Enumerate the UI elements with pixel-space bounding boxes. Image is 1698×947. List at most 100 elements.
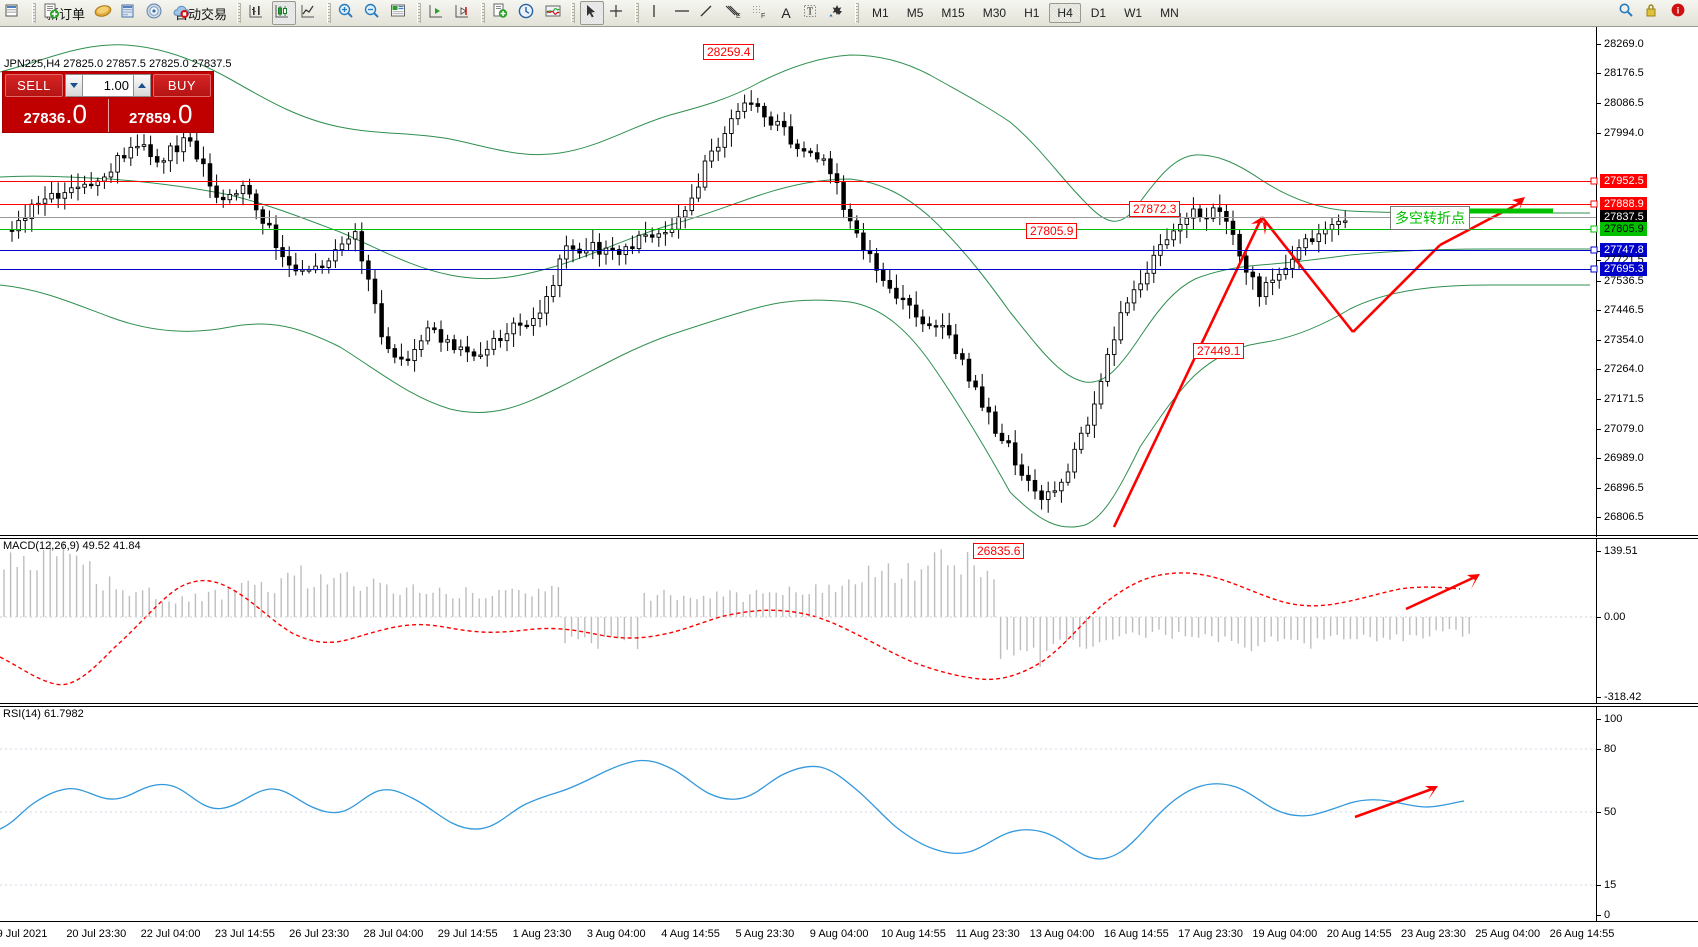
price-tick-label: 28086.5 (1604, 96, 1644, 109)
price-line-handle[interactable] (1590, 246, 1598, 254)
octp-prices: 27836.0 27859.0 (3, 99, 213, 132)
period-separator-icon[interactable] (516, 1, 540, 25)
candle-body (247, 184, 252, 195)
zoom-in-icon[interactable] (336, 1, 360, 25)
timeframe-w1[interactable]: W1 (1124, 6, 1143, 20)
svg-text:E: E (736, 13, 741, 20)
help-icon[interactable]: i (1669, 1, 1693, 25)
chart-area[interactable]: JPN225,H4 27825.0 27857.5 27825.0 27837.… (0, 27, 1698, 947)
bar-chart-icon[interactable] (246, 1, 270, 25)
rsi-tick (1596, 719, 1601, 720)
time-axis[interactable]: 9 Jul 2021 20 Jul 23:30 22 Jul 04:00 23 Jul… (0, 924, 1698, 946)
candle-body (808, 150, 813, 154)
fibonacci-icon[interactable]: E (722, 1, 746, 25)
volume-decrement-button[interactable] (65, 74, 83, 97)
support-line-27695[interactable] (0, 269, 1596, 270)
candle-body (9, 229, 15, 232)
octp-controls: SELL 1.00 BUY (3, 72, 213, 99)
timeframe-h4[interactable]: H4 (1049, 3, 1081, 23)
new-order-button[interactable]: 新订单 (41, 1, 90, 25)
chevron-down-icon[interactable] (836, 11, 843, 15)
price-label-support-27747-8[interactable]: 27747.8 (1600, 243, 1647, 257)
time-axis-label: 23 Aug 23:30 (1401, 928, 1466, 940)
annotation-label-27805-9[interactable]: 27805.9 (1026, 223, 1078, 239)
buy-button[interactable]: BUY (153, 74, 211, 97)
support-line-27747[interactable] (0, 250, 1596, 251)
vertical-line-icon[interactable] (644, 1, 668, 25)
price-label-resistance-27888-9[interactable]: 27888.9 (1600, 197, 1647, 211)
candlestick-chart-icon[interactable] (272, 1, 297, 25)
price-line-handle[interactable] (1590, 177, 1598, 185)
time-axis-label: 4 Aug 14:55 (661, 928, 720, 940)
line-chart-icon[interactable] (298, 1, 322, 25)
annotation-label-28259-4[interactable]: 28259.4 (703, 44, 755, 60)
timeframe-m30[interactable]: M30 (982, 6, 1007, 20)
candle-body (643, 234, 648, 237)
candle-body (913, 304, 919, 318)
search-icon[interactable] (1617, 1, 1641, 25)
sell-price[interactable]: 27836.0 (3, 99, 108, 132)
candle-body (326, 260, 332, 268)
pane-separator-2b (0, 706, 1698, 707)
text-label-icon[interactable]: A (781, 5, 791, 21)
data-window-icon[interactable] (118, 1, 142, 25)
buy-price[interactable]: 27859.0 (109, 99, 214, 132)
trendline-icon[interactable] (696, 1, 720, 25)
market-watch-icon[interactable] (3, 1, 27, 25)
zoom-out-icon[interactable] (362, 1, 386, 25)
price-tick (1596, 368, 1601, 370)
price-label-resistance-27952-5[interactable]: 27952.5 (1600, 174, 1647, 188)
horizontal-line-icon[interactable] (670, 1, 694, 25)
price-axis-divider-macd (1596, 539, 1597, 703)
volume-input[interactable]: 1.00 (83, 74, 133, 97)
volume-increment-button[interactable] (133, 74, 151, 97)
indicators-icon[interactable] (542, 1, 566, 25)
candle-body (1336, 220, 1341, 226)
navigator-icon[interactable] (144, 1, 168, 25)
price-label-last-27837-5[interactable]: 27837.5 (1600, 210, 1647, 224)
candle-body (1105, 354, 1110, 382)
crosshair-icon[interactable] (606, 1, 630, 25)
candle-body (1210, 207, 1216, 219)
time-axis-label: 26 Jul 23:30 (289, 928, 350, 940)
timeframe-m15[interactable]: M15 (941, 6, 965, 20)
timeframe-m1[interactable]: M1 (872, 6, 889, 20)
expert-advisor-icon[interactable] (92, 1, 116, 25)
bid-line-27805[interactable] (0, 229, 1596, 230)
lock-icon[interactable] (1643, 1, 1667, 25)
text-box-icon[interactable]: T (800, 1, 824, 25)
price-label-bid-27805-9[interactable]: 27805.9 (1600, 222, 1647, 236)
price-label-support-27695-3[interactable]: 27695.3 (1600, 262, 1647, 276)
shift-chart-icon[interactable] (426, 1, 450, 25)
price-line-handle[interactable] (1590, 225, 1598, 233)
candle-body (491, 338, 497, 350)
time-axis-label: 11 Aug 23:30 (955, 928, 1020, 940)
annotation-label-26835-6[interactable]: 26835.6 (973, 543, 1025, 559)
candle-body (405, 358, 411, 362)
volume-stepper[interactable]: 1.00 (65, 74, 151, 97)
candle-body (273, 224, 279, 249)
sell-button[interactable]: SELL (5, 74, 63, 97)
resistance-line-27888[interactable] (0, 204, 1596, 205)
cursor-icon[interactable] (580, 1, 605, 25)
fibonacci-fan-icon[interactable]: F (748, 1, 772, 25)
rsi-tick (1596, 749, 1601, 750)
timeframe-h1[interactable]: H1 (1024, 6, 1040, 20)
timeframe-d1[interactable]: D1 (1090, 6, 1107, 20)
shapes-icon[interactable] (826, 1, 850, 25)
timeframe-m5[interactable]: M5 (906, 6, 924, 20)
one-click-trading-panel[interactable]: SELL 1.00 BUY 27836.0 27859.0 (2, 71, 214, 133)
chart-grid-icon[interactable] (388, 1, 412, 25)
timeframe-mn[interactable]: MN (1160, 6, 1179, 20)
templates-icon[interactable] (490, 1, 514, 25)
price-line-handle[interactable] (1590, 200, 1598, 208)
price-line-handle[interactable] (1590, 265, 1598, 273)
price-tick (1596, 102, 1601, 104)
annotation-label-27449-1[interactable]: 27449.1 (1193, 343, 1245, 359)
auto-trading-button[interactable]: 自动交易 (170, 1, 232, 25)
annotation-label-27872-3[interactable]: 27872.3 (1129, 201, 1181, 217)
price-tick-label: 28176.5 (1604, 67, 1644, 80)
resistance-line-27952[interactable] (0, 181, 1596, 182)
auto-scroll-icon[interactable] (452, 1, 476, 25)
candle-body (1290, 258, 1295, 269)
